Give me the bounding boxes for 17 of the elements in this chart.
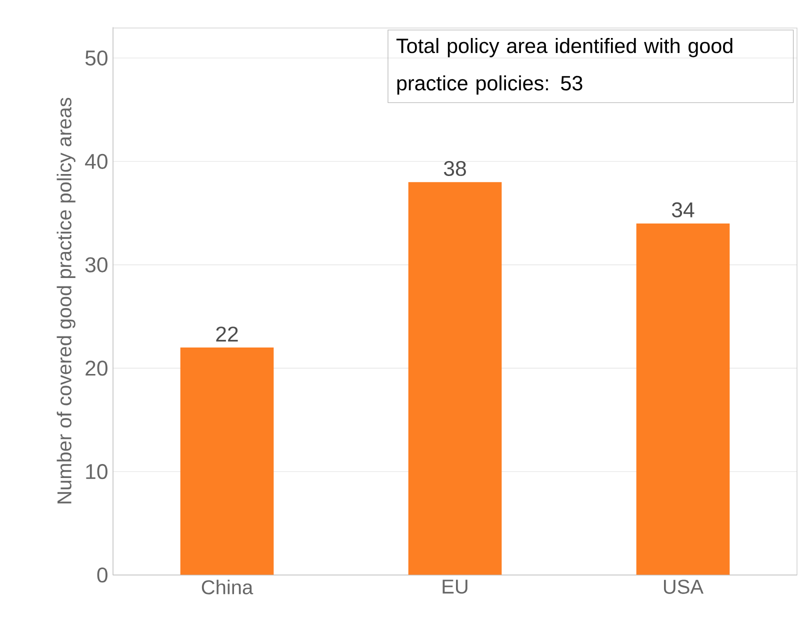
bar — [180, 348, 274, 575]
data-label: 38 — [444, 160, 466, 176]
y-tick-label: 10 — [86, 464, 108, 480]
data-label: 22 — [216, 326, 238, 342]
x-tick-label: EU — [442, 580, 468, 594]
y-tick-label: 20 — [86, 360, 108, 376]
data-label: 34 — [672, 202, 694, 218]
y-tick-label: 50 — [85, 50, 108, 66]
bar — [408, 182, 502, 575]
x-tick-label: China — [202, 580, 254, 594]
bar — [636, 223, 730, 575]
annotation: Total policy area identified with good practice policies: 53 — [396, 38, 732, 95]
x-tick-label: USA — [664, 580, 704, 594]
y-tick-label: 40 — [85, 154, 108, 169]
y-tick-label: 30 — [85, 257, 108, 272]
y-axis-title: Number of covered good practice policy areas — [56, 98, 76, 504]
y-tick-label: 0 — [97, 567, 108, 583]
